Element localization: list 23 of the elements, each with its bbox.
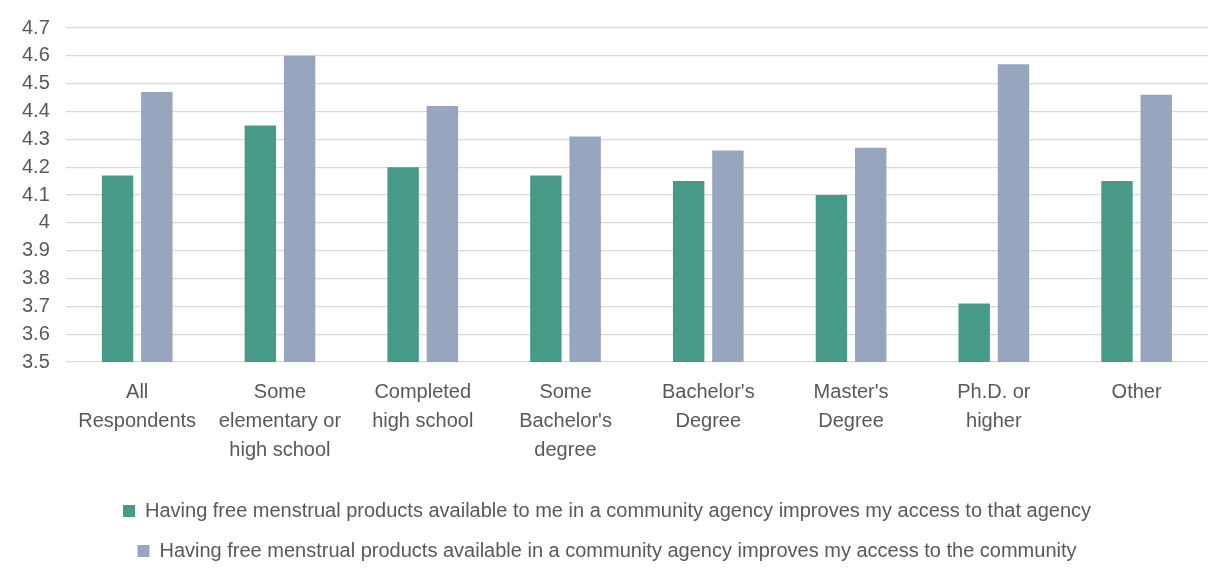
legend-label: Having free menstrual products available in a community agency improves my access to the community: [159, 538, 1077, 561]
legend-label: Having free menstrual products available to me in a community agency improves my access to that agency: [145, 498, 1091, 521]
y-tick-label: 3.9: [21, 238, 50, 261]
y-tick-label: 4.1: [21, 182, 50, 205]
x-tick-label: Bachelor's Degree: [661, 380, 755, 432]
x-tick-label: Ph.D. or higher: [957, 380, 1031, 432]
y-tick-label: 4.5: [21, 71, 50, 94]
y-tick-label: 3.6: [21, 321, 50, 344]
x-tick-label: Completed high school: [372, 380, 474, 432]
x-tick-label: Master's Degree: [813, 380, 889, 432]
x-tick-label: Some elementary or high school: [218, 380, 342, 461]
x-tick-label: Other: [1111, 380, 1162, 403]
y-tick-label: 4.6: [21, 43, 50, 66]
y-tick-label: 4.2: [21, 154, 50, 177]
y-tick-label: 4.4: [21, 99, 50, 122]
x-tick-label: Some Bachelor's degree: [519, 380, 612, 461]
y-tick-label: 4: [38, 210, 50, 233]
y-tick-label: 3.7: [21, 293, 50, 316]
y-tick-label: 3.8: [21, 266, 50, 289]
x-tick-label: All Respondents: [78, 380, 197, 432]
y-tick-label: 4.7: [21, 15, 50, 38]
y-tick-label: 3.5: [21, 349, 50, 372]
y-tick-label: 4.3: [21, 126, 50, 149]
